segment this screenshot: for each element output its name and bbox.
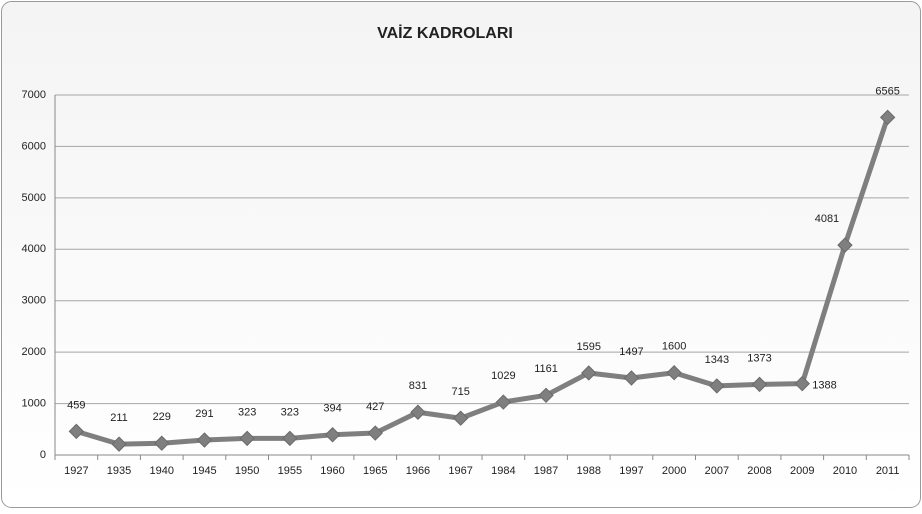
chart-title: VAİZ KADROLARI	[377, 24, 513, 42]
x-tick-label: 1966	[406, 465, 430, 477]
data-label: 1388	[812, 380, 836, 392]
data-point	[239, 430, 255, 447]
y-tick-label: 7000	[22, 89, 46, 101]
x-tick-label: 1945	[192, 465, 216, 477]
x-tick-label: 2011	[876, 465, 900, 477]
data-label: 831	[409, 380, 427, 392]
x-tick-label: 1967	[448, 465, 472, 477]
y-tick-label: 5000	[22, 192, 46, 204]
data-label: 291	[195, 408, 213, 420]
data-point	[751, 376, 768, 393]
data-point	[410, 404, 426, 420]
x-tick-label: 1927	[64, 465, 88, 477]
y-tick-label: 3000	[22, 295, 46, 307]
data-point	[196, 432, 213, 448]
y-tick-label: 0	[40, 449, 46, 461]
y-tick-label: 4000	[22, 243, 46, 255]
x-tick-label: 2000	[662, 465, 686, 477]
data-label: 323	[238, 406, 256, 418]
data-point	[837, 237, 853, 253]
data-label: 6565	[875, 85, 899, 97]
data-label: 229	[153, 411, 171, 423]
x-tick-label: 1997	[619, 465, 643, 477]
data-point	[879, 109, 896, 126]
x-tick-label: 1984	[491, 465, 515, 477]
data-label: 1373	[747, 352, 771, 364]
data-label: 1161	[534, 363, 558, 375]
x-tick-label: 1955	[278, 465, 302, 477]
x-tick-label: 1965	[363, 465, 387, 477]
x-tick-label: 1988	[577, 465, 601, 477]
data-label: 427	[366, 401, 384, 413]
data-point	[666, 365, 682, 381]
x-tick-label: 2009	[790, 465, 814, 477]
data-point	[794, 375, 810, 392]
data-point	[154, 435, 170, 451]
data-label: 1029	[491, 370, 515, 382]
data-label: 1497	[619, 346, 643, 358]
x-tick-label: 2010	[833, 465, 857, 477]
data-label: 394	[323, 403, 341, 415]
data-point	[111, 436, 127, 452]
data-label: 459	[67, 399, 85, 411]
data-label: 1600	[662, 341, 686, 353]
data-point	[324, 427, 341, 443]
data-point	[495, 394, 512, 410]
y-tick-label: 6000	[22, 140, 46, 152]
x-tick-label: 1940	[150, 465, 174, 477]
x-tick-label: 2007	[705, 465, 729, 477]
data-point	[709, 378, 725, 394]
data-point	[282, 430, 298, 447]
x-tick-label: 1935	[107, 465, 131, 477]
data-label: 4081	[815, 213, 839, 225]
x-tick-label: 1987	[534, 465, 558, 477]
data-label: 323	[281, 406, 299, 418]
data-point	[538, 387, 554, 403]
data-label: 1595	[577, 341, 601, 353]
data-label: 1343	[705, 354, 729, 366]
data-point	[68, 423, 85, 440]
data-point	[367, 425, 383, 441]
x-tick-label: 1960	[320, 465, 344, 477]
data-point	[581, 365, 597, 381]
y-tick-label: 2000	[22, 346, 46, 358]
x-tick-label: 1950	[235, 465, 259, 477]
data-point	[452, 410, 469, 426]
data-point	[623, 370, 640, 386]
x-tick-label: 2008	[747, 465, 771, 477]
data-label: 715	[451, 386, 469, 398]
y-tick-label: 1000	[22, 397, 46, 409]
data-label: 211	[110, 412, 128, 424]
